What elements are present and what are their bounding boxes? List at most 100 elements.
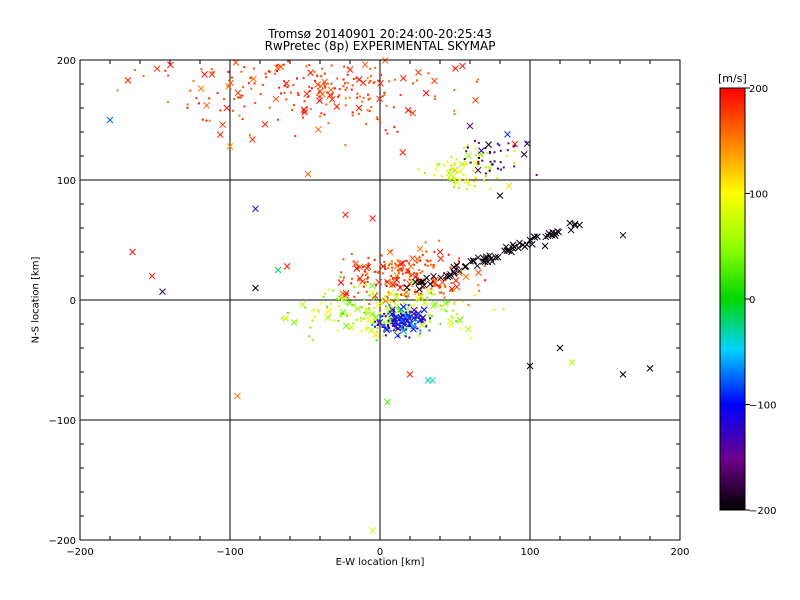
data-point [387, 319, 390, 322]
data-point [484, 279, 487, 282]
data-point-cross [167, 61, 174, 69]
data-point-cross [342, 322, 350, 330]
data-point [412, 304, 415, 307]
data-point [357, 277, 360, 280]
data-point [368, 81, 371, 84]
data-point-cross [226, 143, 234, 150]
data-point [376, 118, 379, 121]
data-point-cross [462, 273, 470, 281]
data-point-cross [463, 177, 470, 185]
data-point [387, 312, 390, 315]
data-point-cross [437, 255, 445, 262]
data-point [430, 287, 433, 290]
data-point [385, 104, 388, 107]
data-point [368, 303, 371, 306]
data-point [453, 67, 456, 70]
data-point [459, 177, 462, 180]
data-point [303, 100, 306, 103]
data-point [359, 319, 362, 322]
data-point-cross [456, 316, 464, 324]
data-point [336, 106, 339, 109]
data-point [339, 315, 342, 318]
data-point [469, 161, 472, 164]
data-point [317, 311, 320, 314]
data-point-cross [377, 79, 384, 87]
data-point [344, 88, 347, 91]
data-point-cross [375, 278, 383, 286]
data-point-cross [124, 77, 132, 84]
data-point-cross [459, 62, 466, 70]
data-point-cross [277, 63, 284, 71]
data-point [400, 269, 403, 272]
data-point-cross [397, 314, 405, 321]
data-point-cross [399, 259, 406, 267]
data-point [385, 284, 388, 287]
data-point [417, 334, 420, 337]
data-point [249, 77, 252, 80]
data-point [365, 326, 368, 329]
data-point [340, 271, 343, 274]
data-point-cross [430, 278, 438, 286]
data-point [292, 104, 295, 107]
data-point [388, 327, 391, 330]
data-point [405, 328, 408, 331]
data-point [390, 263, 393, 266]
data-point-cross [410, 306, 418, 314]
data-point [461, 315, 464, 318]
data-point-cross [319, 90, 326, 98]
x-tick-label: −100 [216, 547, 243, 558]
data-point [391, 324, 394, 327]
data-point [428, 312, 431, 315]
data-point [465, 188, 468, 191]
data-point [419, 259, 422, 262]
data-point [393, 322, 396, 325]
data-point [386, 295, 389, 298]
data-point [402, 267, 405, 270]
data-point-cross [203, 102, 210, 109]
data-point [372, 321, 375, 324]
data-point [364, 281, 367, 284]
data-point [443, 308, 446, 311]
data-point [368, 110, 371, 113]
data-point [353, 286, 356, 289]
data-point [399, 312, 402, 315]
data-point [450, 315, 453, 318]
data-point [343, 65, 346, 68]
data-point [396, 327, 399, 330]
data-point [328, 314, 331, 317]
data-point-cross [475, 269, 482, 276]
data-point [367, 308, 370, 311]
data-point [453, 109, 456, 112]
data-point-cross [303, 90, 311, 98]
data-point-cross [225, 83, 232, 90]
data-point-cross [474, 166, 482, 174]
data-point [392, 106, 395, 109]
data-point [392, 313, 395, 316]
data-point [419, 271, 422, 274]
data-point [189, 89, 192, 92]
data-point [461, 300, 464, 303]
data-point-cross [422, 89, 430, 97]
data-point [294, 134, 297, 137]
data-point [421, 254, 424, 257]
data-point [502, 166, 505, 169]
data-point [396, 283, 399, 286]
data-point [308, 90, 311, 93]
data-point [331, 93, 334, 96]
data-point [310, 309, 313, 312]
data-point [351, 111, 354, 114]
data-point [410, 274, 413, 277]
data-point [454, 177, 457, 180]
data-point-cross [528, 241, 536, 248]
data-point [449, 266, 452, 269]
data-point [390, 300, 393, 303]
data-point [426, 296, 429, 299]
data-point-cross [388, 279, 396, 286]
data-point-cross [415, 69, 422, 76]
data-point-cross [346, 66, 354, 73]
data-point [402, 326, 405, 329]
data-point [432, 174, 435, 177]
data-point-cross [424, 377, 432, 384]
data-point [372, 322, 375, 325]
data-point [414, 316, 417, 319]
